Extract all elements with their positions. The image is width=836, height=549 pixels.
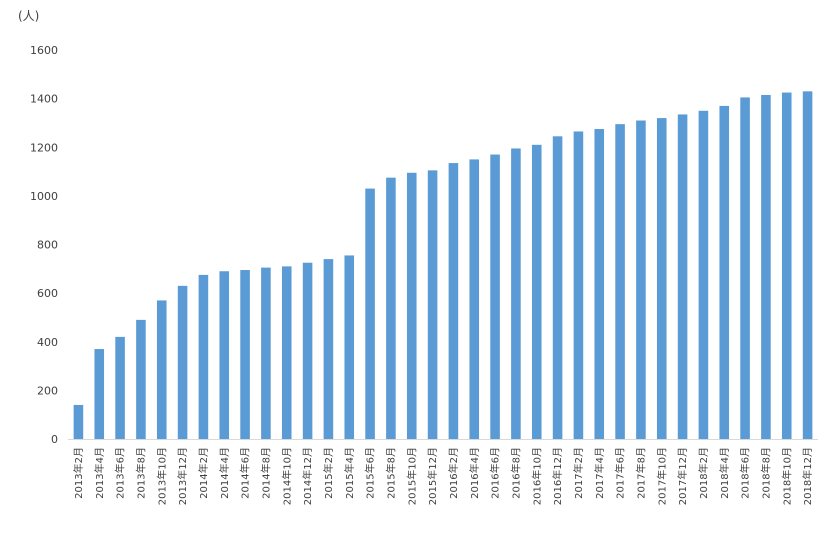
- x-axis-tick-labels: 2013年2月 2013年4月 2013年6月 2013年8月 2013年10月 2013…: [72, 447, 814, 505]
- bar: [94, 349, 105, 439]
- bar: [261, 267, 271, 439]
- bar: [552, 136, 563, 439]
- bar: [386, 177, 396, 439]
- y-axis-tick-labels: 0 200 400 600 800 1000 1200 1400 1600: [30, 44, 58, 446]
- x-tick-label: 2014年8月: [259, 447, 272, 499]
- bar: [573, 131, 584, 439]
- bar: [677, 114, 688, 440]
- bar: [323, 259, 334, 439]
- x-tick-label: 2018年2月: [697, 447, 710, 499]
- x-tick-label: 2018年6月: [739, 447, 752, 499]
- x-tick-label: 2015年4月: [343, 447, 356, 499]
- bar: [406, 172, 417, 439]
- x-tick-label: 2017年8月: [634, 447, 647, 499]
- y-tick-label: 200: [37, 384, 58, 397]
- x-tick-label: 2013年2月: [72, 447, 85, 499]
- bar: [594, 129, 605, 439]
- bar-series: [73, 91, 813, 440]
- x-tick-label: 2013年12月: [176, 447, 189, 505]
- x-tick-label: 2018年4月: [718, 447, 731, 499]
- bar: [469, 159, 480, 439]
- x-tick-label: 2014年10月: [280, 447, 293, 505]
- x-tick-label: 2014年2月: [197, 447, 210, 499]
- y-tick-label: 0: [51, 433, 58, 446]
- bar: [302, 262, 313, 439]
- bar: [177, 285, 188, 439]
- bar: [490, 154, 500, 440]
- y-tick-label: 1000: [30, 190, 58, 203]
- bar: [656, 118, 667, 439]
- bar: [511, 148, 521, 439]
- x-tick-label: 2015年10月: [405, 447, 418, 505]
- bar: [781, 92, 792, 440]
- x-tick-label: 2017年10月: [655, 447, 668, 505]
- bar: [448, 163, 459, 440]
- x-tick-label: 2013年4月: [93, 447, 106, 499]
- x-tick-label: 2016年2月: [447, 447, 460, 499]
- bar: [802, 91, 813, 439]
- x-tick-label: 2015年6月: [364, 447, 377, 499]
- x-tick-label: 2017年6月: [614, 447, 627, 499]
- x-tick-label: 2018年12月: [801, 447, 814, 505]
- bar: [365, 188, 375, 439]
- x-tick-label: 2016年10月: [530, 447, 543, 505]
- x-tick-label: 2016年12月: [551, 447, 564, 505]
- x-tick-label: 2016年4月: [468, 447, 481, 499]
- x-tick-label: 2015年8月: [384, 447, 397, 499]
- bar: [427, 170, 438, 439]
- bar: [156, 300, 167, 439]
- bar: [219, 271, 230, 439]
- x-tick-label: 2013年6月: [114, 447, 127, 499]
- x-tick-label: 2014年6月: [239, 447, 252, 499]
- x-tick-label: 2013年10月: [155, 447, 168, 505]
- bar: [198, 274, 209, 439]
- bar: [719, 105, 730, 440]
- x-tick-label: 2018年10月: [780, 447, 793, 505]
- bar: [136, 319, 146, 439]
- x-tick-label: 2017年4月: [593, 447, 606, 499]
- x-tick-label: 2017年2月: [572, 447, 585, 499]
- y-tick-label: 600: [37, 287, 58, 300]
- x-tick-label: 2014年4月: [218, 447, 231, 499]
- y-axis-unit-label: (人): [18, 9, 39, 23]
- bar: [73, 404, 84, 439]
- x-tick-label: 2016年8月: [509, 447, 522, 499]
- bar: [698, 110, 709, 439]
- y-tick-label: 800: [37, 239, 58, 252]
- bar: [615, 124, 625, 440]
- bar: [281, 266, 292, 439]
- y-tick-label: 1400: [30, 93, 58, 106]
- bar: [531, 144, 542, 439]
- bar: [115, 336, 125, 439]
- x-tick-label: 2015年12月: [426, 447, 439, 505]
- x-tick-label: 2018年8月: [759, 447, 772, 499]
- x-tick-label: 2014年12月: [301, 447, 314, 505]
- x-tick-label: 2017年12月: [676, 447, 689, 505]
- bar: [344, 255, 355, 439]
- bar: [240, 270, 250, 439]
- bar: [740, 97, 750, 439]
- y-tick-label: 1200: [30, 141, 58, 154]
- x-tick-label: 2015年2月: [322, 447, 335, 499]
- bar: [761, 94, 771, 439]
- bar: [636, 120, 646, 439]
- x-tick-label: 2013年8月: [134, 447, 147, 499]
- y-tick-label: 1600: [30, 44, 58, 57]
- y-tick-label: 400: [37, 336, 58, 349]
- x-tick-label: 2016年6月: [489, 447, 502, 499]
